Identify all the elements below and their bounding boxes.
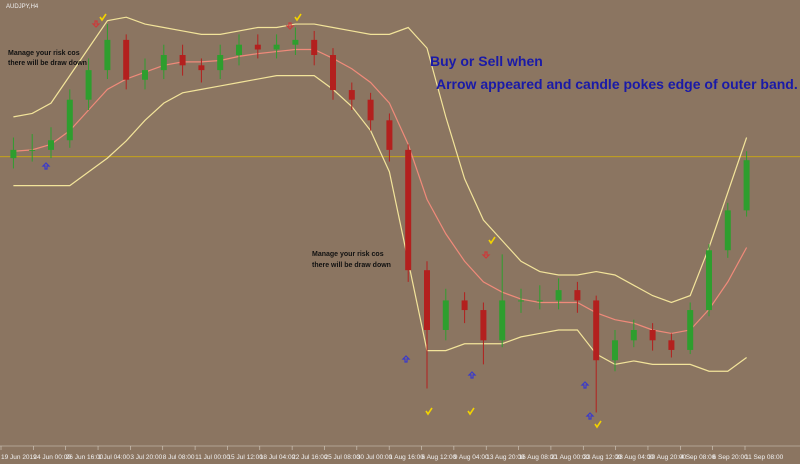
candle-body bbox=[536, 300, 543, 302]
candle-body bbox=[367, 99, 374, 121]
time-label: 13 Aug 20:00 bbox=[486, 454, 525, 461]
time-label: 9 Aug 04:00 bbox=[454, 454, 489, 461]
instruction: Arrow appeared and candle pokes edge of … bbox=[436, 76, 798, 92]
candle-body bbox=[555, 290, 562, 301]
candle-body bbox=[66, 99, 73, 141]
note-line: Manage your risk cos bbox=[8, 50, 80, 57]
candle-body bbox=[48, 140, 54, 150]
band-upper bbox=[13, 16, 748, 304]
candle-body bbox=[668, 340, 675, 350]
time-label: 3 Jul 20:00 bbox=[130, 454, 162, 461]
candle-body bbox=[160, 55, 167, 71]
down-arrow bbox=[91, 20, 101, 28]
time-label: 1 Jul 04:00 bbox=[98, 454, 130, 461]
candle-body bbox=[142, 70, 148, 80]
candle-body bbox=[743, 160, 750, 211]
candle-body bbox=[386, 120, 393, 150]
candle-body bbox=[311, 39, 318, 55]
check-mark bbox=[294, 13, 302, 22]
candle-body bbox=[424, 270, 430, 330]
time-label: 22 Jul 16:00 bbox=[292, 454, 328, 461]
candle-body bbox=[612, 340, 618, 361]
note-line: Manage your risk cos bbox=[312, 251, 384, 258]
candle-body bbox=[442, 300, 449, 330]
time-label: 8 Jul 08:00 bbox=[163, 454, 195, 461]
time-label: 26 Jun 16:00 bbox=[66, 454, 104, 461]
up-arrow bbox=[467, 371, 477, 379]
up-arrow bbox=[41, 162, 51, 170]
band-middle bbox=[13, 48, 748, 335]
candle-body bbox=[217, 55, 224, 71]
time-label: 6 Aug 12:00 bbox=[422, 454, 457, 461]
time-label: 30 Jul 00:00 bbox=[357, 454, 393, 461]
time-label: 15 Jul 12:00 bbox=[227, 454, 263, 461]
time-label: 25 Jul 08:00 bbox=[324, 454, 360, 461]
headline: Buy or Sell when bbox=[430, 53, 543, 69]
candle-body bbox=[85, 70, 92, 100]
time-label: 6 Sep 20:00 bbox=[713, 454, 748, 461]
candle-body bbox=[29, 149, 36, 151]
up-arrow bbox=[401, 355, 411, 363]
candle-body bbox=[348, 90, 355, 100]
candle-body bbox=[123, 39, 130, 80]
candle-body bbox=[330, 55, 336, 91]
time-label: 30 Aug 20:00 bbox=[648, 454, 687, 461]
band-lower bbox=[13, 75, 747, 372]
up-arrow bbox=[580, 381, 590, 389]
time-label: 24 Jun 00:00 bbox=[33, 454, 71, 461]
candle-body bbox=[687, 310, 694, 350]
candle-body bbox=[630, 330, 637, 341]
time-label: 1 Aug 16:00 bbox=[389, 454, 424, 461]
up-arrow bbox=[585, 412, 595, 420]
check-mark bbox=[488, 236, 496, 245]
candle-body bbox=[179, 55, 186, 66]
down-arrow bbox=[481, 251, 491, 259]
time-label: 4 Sep 08:00 bbox=[680, 454, 715, 461]
note-line: there will be draw down bbox=[8, 60, 87, 67]
note-line: there will be draw down bbox=[312, 262, 391, 269]
time-label: 23 Aug 12:00 bbox=[583, 454, 622, 461]
candle-body bbox=[104, 39, 111, 71]
candle-body bbox=[236, 44, 242, 55]
candle-body bbox=[724, 210, 731, 251]
time-label: 18 Jul 04:00 bbox=[260, 454, 296, 461]
time-label: 11 Sep 08:00 bbox=[745, 454, 784, 461]
candle-body bbox=[10, 149, 17, 159]
plot-area bbox=[0, 16, 800, 413]
candle-body bbox=[198, 65, 205, 71]
check-mark bbox=[467, 407, 475, 416]
candle-body bbox=[593, 300, 600, 361]
down-arrow bbox=[285, 22, 295, 30]
candle-body bbox=[518, 300, 524, 302]
candle-body bbox=[405, 149, 412, 271]
time-label: 19 Jun 2019 bbox=[1, 454, 37, 461]
symbol-label: AUDJPY,H4 bbox=[6, 4, 39, 10]
candle-body bbox=[461, 300, 468, 311]
candle-body bbox=[499, 300, 506, 341]
time-label: 16 Aug 08:00 bbox=[519, 454, 558, 461]
time-label: 28 Aug 04:00 bbox=[616, 454, 655, 461]
candle-body bbox=[574, 290, 581, 301]
check-mark bbox=[594, 420, 602, 429]
candle-body bbox=[273, 44, 280, 50]
signals bbox=[41, 13, 602, 429]
candle-body bbox=[480, 310, 487, 341]
check-mark bbox=[425, 407, 433, 416]
candle-body bbox=[292, 39, 299, 45]
candle-body bbox=[706, 250, 712, 311]
candle-body bbox=[649, 330, 656, 341]
candle-body bbox=[254, 44, 261, 50]
time-label: 11 Jul 00:00 bbox=[195, 454, 230, 461]
time-label: 21 Aug 00:00 bbox=[551, 454, 590, 461]
check-mark bbox=[99, 13, 107, 22]
